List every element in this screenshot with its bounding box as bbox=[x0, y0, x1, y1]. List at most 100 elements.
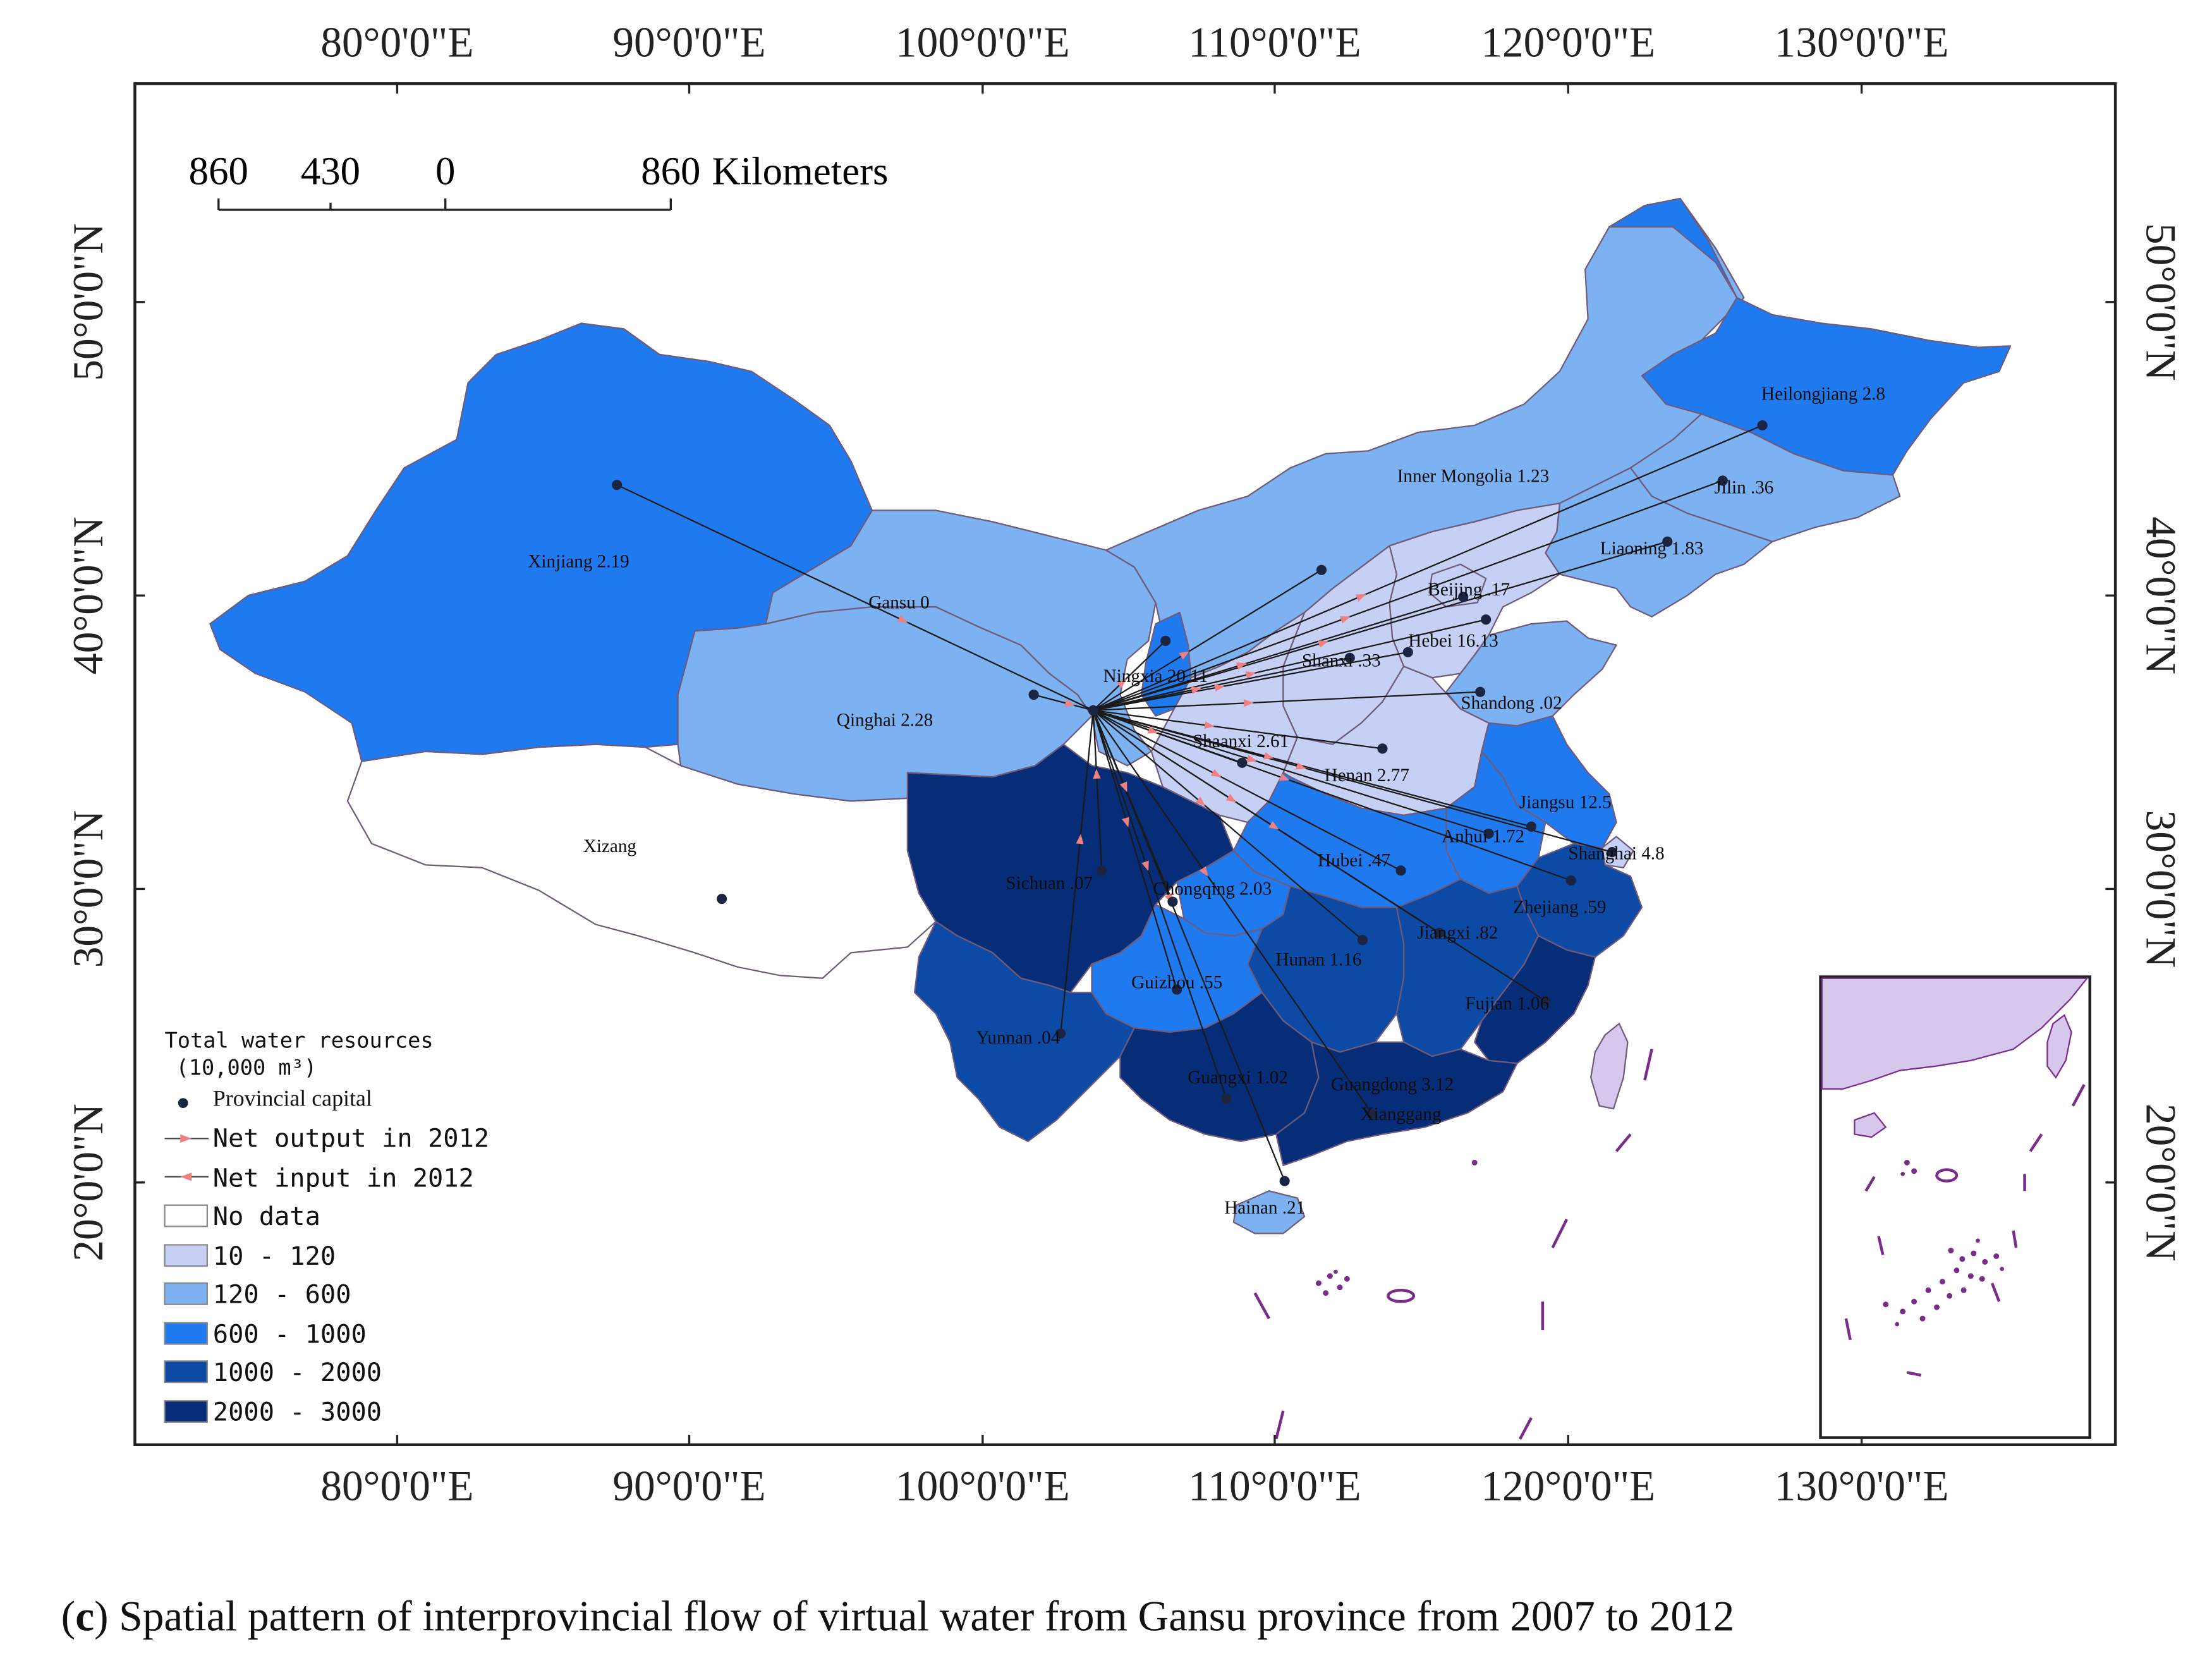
label-xinjiang: Xinjiang 2.19 bbox=[528, 551, 629, 571]
flow-arrow bbox=[1318, 640, 1328, 648]
inset-islands bbox=[1883, 1159, 2005, 1327]
legend-swatch bbox=[164, 1360, 208, 1384]
flow-line bbox=[1093, 540, 1668, 711]
provincial-capital-dot bbox=[1097, 865, 1107, 876]
label-xianggang: Xianggang bbox=[1361, 1104, 1442, 1124]
provincial-capital-dot bbox=[612, 480, 623, 490]
flow-arrow bbox=[1263, 752, 1274, 760]
flow-line bbox=[1093, 619, 1486, 711]
province-heilongjiang bbox=[1608, 197, 2012, 476]
flow-arrow bbox=[1179, 651, 1189, 660]
scale-tick-label: 0 bbox=[435, 149, 455, 193]
label-hainan: Hainan .21 bbox=[1224, 1198, 1305, 1218]
flow-arrow bbox=[1119, 781, 1127, 793]
label-chongqing: Chongqing 2.03 bbox=[1153, 879, 1272, 899]
provincial-capital-dot bbox=[1607, 847, 1617, 858]
flow-arrow bbox=[1214, 684, 1225, 692]
provincial-capital-dot bbox=[1377, 743, 1388, 754]
flow-arrow bbox=[1236, 662, 1247, 670]
provincial-capital-dot bbox=[1237, 757, 1248, 768]
label-hunan: Hunan 1.16 bbox=[1275, 950, 1361, 970]
label-gansu: Gansu 0 bbox=[868, 592, 929, 612]
province-beijing bbox=[1428, 563, 1487, 608]
label-jiangxi: Jiangxi .82 bbox=[1417, 923, 1498, 943]
legend-units: (10,000 m³) bbox=[176, 1055, 317, 1080]
flow-line bbox=[1093, 640, 1166, 711]
lon-label-bottom: 110°0'0"E bbox=[1188, 1462, 1361, 1509]
flow-arrow bbox=[1204, 721, 1215, 729]
flow-arrow bbox=[1243, 699, 1254, 707]
label-guizhou: Guizhou .55 bbox=[1131, 972, 1222, 992]
flow-arrow bbox=[1141, 860, 1149, 872]
legend-input-arrow bbox=[180, 1172, 192, 1181]
scale-tick-label: 860 bbox=[641, 149, 700, 193]
provincial-capital-dot bbox=[1367, 1109, 1378, 1120]
flow-arrow bbox=[1093, 769, 1101, 779]
legend-item-label: 600 - 1000 bbox=[213, 1319, 367, 1349]
provincial-capital-dot bbox=[1717, 475, 1728, 486]
label-inner-mongolia: Inner Mongolia 1.23 bbox=[1397, 466, 1549, 487]
legend-swatch bbox=[164, 1322, 208, 1345]
provincial-capital-dot bbox=[1481, 614, 1492, 625]
label-shandong: Shandong .02 bbox=[1461, 693, 1562, 714]
flow-line bbox=[1093, 709, 1363, 941]
label-heilongjiang: Heilongjiang 2.8 bbox=[1761, 384, 1885, 405]
scale-bar-line bbox=[217, 198, 672, 211]
province-gansu bbox=[765, 509, 1157, 767]
province-labels: Xinjiang 2.19 Xizang Qinghai 2.28 Gansu … bbox=[528, 384, 1885, 1219]
provincial-capital-dot bbox=[1028, 690, 1039, 700]
capital-points bbox=[612, 420, 1768, 1186]
lon-label-top: 120°0'0"E bbox=[1481, 19, 1655, 66]
flow-arrow bbox=[1116, 678, 1127, 688]
scale-tick-label: 860 bbox=[189, 149, 248, 193]
flow-arrow bbox=[1199, 866, 1208, 877]
lat-label-left: 20°0'0"N bbox=[64, 1104, 112, 1262]
scale-tick-label: 430 bbox=[301, 149, 360, 193]
legend: Total water resources (10,000 m³) Provin… bbox=[164, 1028, 489, 1427]
provincial-capital-dot bbox=[1526, 821, 1537, 832]
provincial-capital-dot bbox=[1160, 635, 1171, 646]
provincial-capital-dot bbox=[1172, 984, 1182, 995]
lat-label-right: 40°0'0"N bbox=[2137, 516, 2184, 674]
province-hainan bbox=[1232, 1190, 1306, 1234]
provincial-capital-dot bbox=[1279, 1176, 1290, 1186]
label-xizang: Xizang bbox=[583, 836, 637, 856]
flow-arrow bbox=[1191, 686, 1202, 694]
flow-arrow bbox=[1210, 769, 1222, 777]
flow-line bbox=[1092, 710, 1103, 871]
provincial-capital-dot bbox=[1167, 896, 1178, 907]
label-zhejiang: Zhejiang .59 bbox=[1513, 898, 1606, 918]
label-shanghai: Shanghai 4.8 bbox=[1568, 843, 1664, 863]
provincial-capital-dot bbox=[1357, 935, 1368, 946]
provincial-capital-dot bbox=[717, 894, 727, 904]
flow-line bbox=[1093, 424, 1763, 711]
label-jilin: Jilin .36 bbox=[1714, 478, 1773, 498]
legend-item-label: Net output in 2012 bbox=[213, 1124, 489, 1154]
provincial-capital-dot bbox=[1475, 686, 1486, 697]
label-guangxi: Guangxi 1.02 bbox=[1188, 1068, 1288, 1088]
taiwan-island bbox=[1590, 1023, 1629, 1110]
flow-arrow bbox=[1296, 762, 1306, 770]
legend-swatch bbox=[164, 1282, 208, 1305]
lat-label-left: 50°0'0"N bbox=[64, 223, 112, 381]
lat-label-right: 30°0'0"N bbox=[2137, 810, 2184, 968]
provincial-capital-dot bbox=[1395, 865, 1406, 876]
province-yunnan bbox=[914, 920, 1135, 1142]
nine-dash-line bbox=[1253, 1049, 1653, 1440]
south-sea-islands bbox=[1315, 1159, 1478, 1296]
flow-arrows bbox=[897, 594, 1366, 904]
provincial-capital-dot bbox=[1221, 1093, 1232, 1104]
label-fujian: Fujian 1.06 bbox=[1465, 994, 1549, 1014]
reef-outline bbox=[1387, 1289, 1416, 1303]
inset-mainland bbox=[1821, 977, 2089, 1090]
label-jiangsu: Jiangsu 12.5 bbox=[1519, 793, 1612, 813]
legend-swatch bbox=[164, 1244, 208, 1267]
flow-line bbox=[1093, 709, 1402, 872]
flow-line bbox=[1093, 596, 1464, 711]
legend-item-label: 2000 - 3000 bbox=[213, 1397, 382, 1427]
lon-label-top: 110°0'0"E bbox=[1188, 19, 1361, 66]
flow-line bbox=[1093, 709, 1546, 1002]
provincial-capital-dot bbox=[1483, 828, 1494, 839]
